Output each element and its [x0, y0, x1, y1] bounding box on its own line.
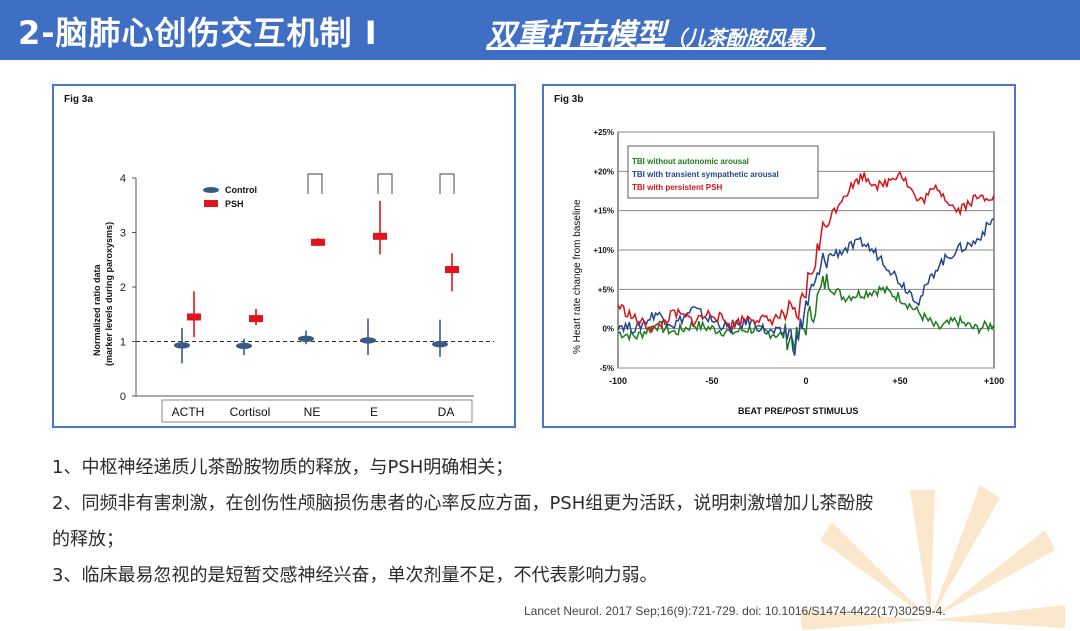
psh-marker — [373, 232, 387, 240]
legend-control-marker — [203, 187, 219, 193]
x-tick-label: -50 — [705, 376, 718, 386]
figure-3a-label: Fig 3a — [64, 94, 93, 105]
y-tick-label: 2 — [120, 282, 126, 294]
fig3a-ylabel-1: Normalized ratio data — [92, 263, 102, 356]
figure-3a: Fig 3a Normalized ratio data (marker lev… — [52, 84, 516, 428]
figure-3b-chart: % Heart rate change from baseline BEAT P… — [572, 128, 1004, 416]
psh-marker — [445, 266, 459, 274]
significance-bracket — [377, 173, 393, 194]
figure-3a-chart: Normalized ratio data (marker levels dur… — [92, 173, 494, 423]
y-tick-label: 4 — [120, 173, 126, 185]
y-tick-label: 0% — [602, 325, 614, 334]
y-tick-label: 3 — [120, 228, 126, 240]
legend-label: TBI with persistent PSH — [632, 183, 722, 192]
series-line-3 — [617, 170, 995, 334]
bullet-list: 1、中枢神经递质儿茶酚胺物质的释放，与PSH明确相关； 2、同频非有害刺激，在创… — [52, 450, 1032, 594]
legend-control-label: Control — [225, 185, 257, 195]
x-tick-label: +100 — [984, 376, 1004, 386]
category-label: NE — [304, 405, 321, 419]
category-label: ACTH — [172, 405, 205, 419]
control-marker — [236, 342, 252, 350]
significance-bracket — [439, 173, 455, 194]
y-tick-label: +20% — [593, 167, 614, 176]
control-marker — [432, 341, 448, 348]
y-tick-label: -5% — [600, 364, 614, 373]
control-marker — [298, 335, 314, 342]
slide-title: 2-脑肺心创伤交互机制 I — [18, 14, 378, 52]
bullet-2-cont: 的释放； — [52, 529, 124, 550]
control-marker — [174, 342, 190, 349]
bullet-1: 1、中枢神经递质儿茶酚胺物质的释放，与PSH明确相关； — [52, 457, 514, 478]
category-label: DA — [438, 405, 455, 419]
category-label: E — [370, 405, 378, 419]
x-tick-label: -100 — [609, 376, 627, 386]
psh-marker — [187, 313, 201, 321]
y-tick-label: 1 — [120, 337, 126, 349]
x-tick-label: 0 — [803, 376, 808, 386]
series-line-2 — [617, 217, 995, 356]
x-tick-label: +50 — [892, 376, 907, 386]
y-tick-label: +5% — [598, 285, 614, 294]
title-bar: 2-脑肺心创伤交互机制 I 双重打击模型（儿茶酚胺风暴） — [0, 0, 1080, 60]
y-tick-label: +10% — [593, 246, 614, 255]
psh-marker — [249, 315, 263, 323]
significance-bracket — [307, 173, 323, 194]
category-label: Cortisol — [230, 405, 271, 419]
y-tick-label: 0 — [120, 391, 126, 403]
fig3b-xlabel: BEAT PRE/POST STIMULUS — [738, 406, 858, 416]
legend-label: TBI without autonomic arousal — [632, 157, 749, 166]
slide-subtitle: 双重打击模型（儿茶酚胺风暴） — [486, 10, 826, 54]
citation: Lancet Neurol. 2017 Sep;16(9):721-729. d… — [524, 604, 946, 618]
series-line-1 — [617, 273, 995, 352]
legend-label: TBI with transient sympathetic arousal — [632, 170, 779, 179]
psh-marker — [311, 238, 325, 246]
fig3a-ylabel-2: (marker levels during paroxysms) — [104, 222, 114, 366]
legend-psh-label: PSH — [225, 199, 244, 209]
bullet-3: 3、临床最易忽视的是短暂交感神经兴奋，单次剂量不足，不代表影响力弱。 — [52, 565, 658, 586]
control-marker — [360, 337, 376, 344]
bullet-2: 2、同频非有害刺激，在创伤性颅脑损伤患者的心率反应方面，PSH组更为活跃，说明刺… — [52, 493, 874, 514]
fig3b-ylabel: % Heart rate change from baseline — [572, 199, 583, 354]
legend-box — [627, 145, 819, 199]
y-tick-label: +15% — [593, 207, 614, 216]
decorative-burst — [800, 485, 1065, 630]
figure-3b: Fig 3b % Heart rate change from baseline… — [542, 84, 1016, 428]
subtitle-main: 双重打击模型 — [486, 18, 666, 53]
figure-3b-label: Fig 3b — [554, 94, 584, 105]
subtitle-paren: （儿茶酚胺风暴） — [666, 26, 826, 50]
legend-psh-marker — [204, 200, 218, 207]
y-tick-label: +25% — [593, 128, 614, 137]
category-axis-box — [161, 399, 473, 423]
